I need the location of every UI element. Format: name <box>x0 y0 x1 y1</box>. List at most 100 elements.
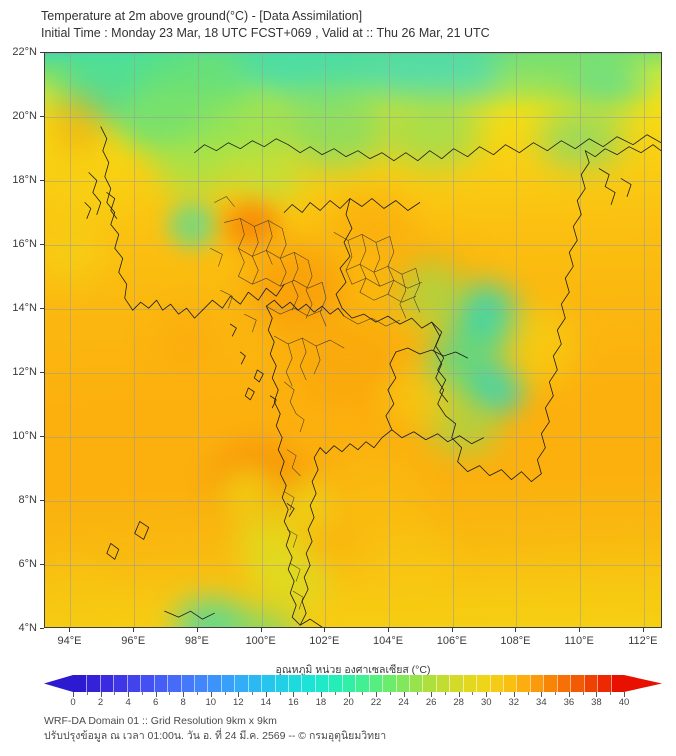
colorbar-tick-35 <box>555 692 557 695</box>
tick-lon-110°E <box>579 628 581 632</box>
province-line-n2 <box>238 218 245 277</box>
colorbar-separator-7 <box>167 675 169 692</box>
coastline-peninsula-east <box>299 447 321 626</box>
province-line-ne1 <box>333 232 391 243</box>
colorbar-tick-15 <box>279 692 281 695</box>
colorbar-label-2: 2 <box>97 697 104 708</box>
colorbar-segment-23 <box>382 675 397 692</box>
temp-blob-peninsula-4 <box>279 477 335 530</box>
province-line-nw2 <box>210 248 223 267</box>
tick-lat-10°N <box>40 436 44 437</box>
province-line-ne2 <box>345 240 353 285</box>
gridline-lon-104°E <box>389 53 391 627</box>
gridline-lon-94°E <box>70 53 72 627</box>
colorbar-tick-12 <box>238 692 240 697</box>
colorbar-label-8: 8 <box>180 697 186 708</box>
colorbar-label-28: 28 <box>453 697 464 708</box>
colorbar-tick-30 <box>486 692 488 697</box>
tick-lon-100°E <box>260 628 262 632</box>
colorbar-separator-38 <box>583 675 585 692</box>
colorbar-segment-20 <box>341 675 356 692</box>
colorbar-separator-30 <box>476 675 478 692</box>
tick-lon-108°E <box>515 628 517 632</box>
colorbar-segment-24 <box>395 675 410 692</box>
island-west-3 <box>229 323 237 337</box>
gridline-lon-96°E <box>134 53 136 627</box>
coastline-peninsula-west <box>265 305 301 626</box>
coastline-myanmar-arakan <box>88 172 102 215</box>
colorbar-segment-34 <box>529 675 544 692</box>
temp-blob-hot-core-1 <box>223 202 280 249</box>
colorbar-tick-4 <box>128 692 130 697</box>
colorbar-tick-20 <box>348 692 350 697</box>
colorbar-segment-30 <box>476 675 491 692</box>
province-line-s5 <box>286 529 298 548</box>
colorbar[interactable]: อุณหภูมิ หน่วย องศาเซลเซียส (°C) 0 2 4 6 8 10… <box>44 661 662 708</box>
temp-blob-hot-core-3 <box>291 317 403 404</box>
colorbar-tick-39 <box>610 692 612 695</box>
colorbar-tick-24 <box>403 692 405 697</box>
colorbar-segment-11 <box>220 675 235 692</box>
gridline-lat-16°N <box>45 245 661 246</box>
colorbar-segment-12 <box>234 675 249 692</box>
colorbar-tick-25 <box>417 692 419 695</box>
colorbar-tick-22 <box>376 692 378 697</box>
coastline-upper-gulf-west <box>265 299 307 311</box>
tick-lat-22°N <box>40 52 44 53</box>
coastline-cambodia-gulf <box>391 429 484 445</box>
axis-label-lat-4°N: 4°N <box>18 622 37 634</box>
colorbar-label-34: 34 <box>536 697 547 708</box>
border-laos-vietnam <box>431 321 447 417</box>
tick-lon-112°E <box>642 628 644 632</box>
colorbar-tick-18 <box>320 692 322 697</box>
border-thailand-laos-north <box>283 198 351 213</box>
province-line-ne8 <box>359 291 417 303</box>
island-west-1 <box>244 387 255 401</box>
colorbar-strip[interactable]: 0 2 4 6 8 10 12 14 16 18 20 22 24 26 28 30 32 34 36 38 40 <box>44 675 662 708</box>
border-vietnam-china <box>393 134 661 162</box>
coastline-myanmar-west <box>100 126 134 311</box>
province-line-n1 <box>224 218 283 229</box>
coastline-sumatra-north <box>164 610 215 620</box>
colorbar-segment-25 <box>408 675 423 692</box>
colorbar-tick-19 <box>334 692 336 695</box>
axis-label-lon-98°E: 98°E <box>184 635 209 647</box>
colorbar-separator-8 <box>180 675 182 692</box>
island-south-1 <box>286 503 295 517</box>
axis-label-lon-106°E: 106°E <box>436 635 467 647</box>
map-plot-area[interactable] <box>44 52 662 628</box>
axis-label-lat-16°N: 16°N <box>12 238 37 250</box>
colorbar-separator-27 <box>435 675 437 692</box>
colorbar-segment-14 <box>261 675 276 692</box>
province-line-s7 <box>292 590 304 610</box>
colorbar-separator-18 <box>314 675 316 692</box>
colorbar-tick-13 <box>252 692 254 695</box>
tick-lat-16°N <box>40 244 44 245</box>
temp-blob-gulf-1 <box>328 454 427 536</box>
temp-blob-vietnam-warm <box>500 305 575 386</box>
colorbar-label-0: 0 <box>70 697 76 708</box>
colorbar-tick-14 <box>265 692 267 697</box>
province-line-ne9 <box>343 315 401 327</box>
temp-blob-north-mountain-3 <box>279 87 390 168</box>
province-line-ne7 <box>351 277 423 289</box>
colorbar-tick-33 <box>527 692 529 695</box>
colorbar-separator-35 <box>543 675 545 692</box>
colorbar-segment-31 <box>489 675 504 692</box>
colorbar-tick-9 <box>196 692 198 695</box>
colorbar-title: อุณหภูมิ หน่วย องศาเซลเซียส (°C) <box>275 664 431 676</box>
gridline-lon-108°E <box>516 53 518 627</box>
tick-lat-18°N <box>40 180 44 181</box>
gridline-lat-10°N <box>45 437 661 438</box>
colorbar-segment-38 <box>583 675 598 692</box>
colorbar-tick-8 <box>183 692 185 697</box>
colorbar-separator-37 <box>570 675 572 692</box>
colorbar-separator-32 <box>503 675 505 692</box>
footer-line-1: WRF-DA Domain 01 :: Grid Resolution 9km … <box>44 715 277 727</box>
colorbar-segment-6 <box>153 675 168 692</box>
colorbar-low-extend-arrow <box>44 675 73 692</box>
island-andaman-south <box>134 521 150 540</box>
footer-line-2: ปรับปรุงข้อมูล ณ เวลา 01:00น. วัน อ. ที่… <box>44 730 387 742</box>
border-thailand-myanmar-mid <box>202 283 285 311</box>
colorbar-separator-9 <box>193 675 195 692</box>
